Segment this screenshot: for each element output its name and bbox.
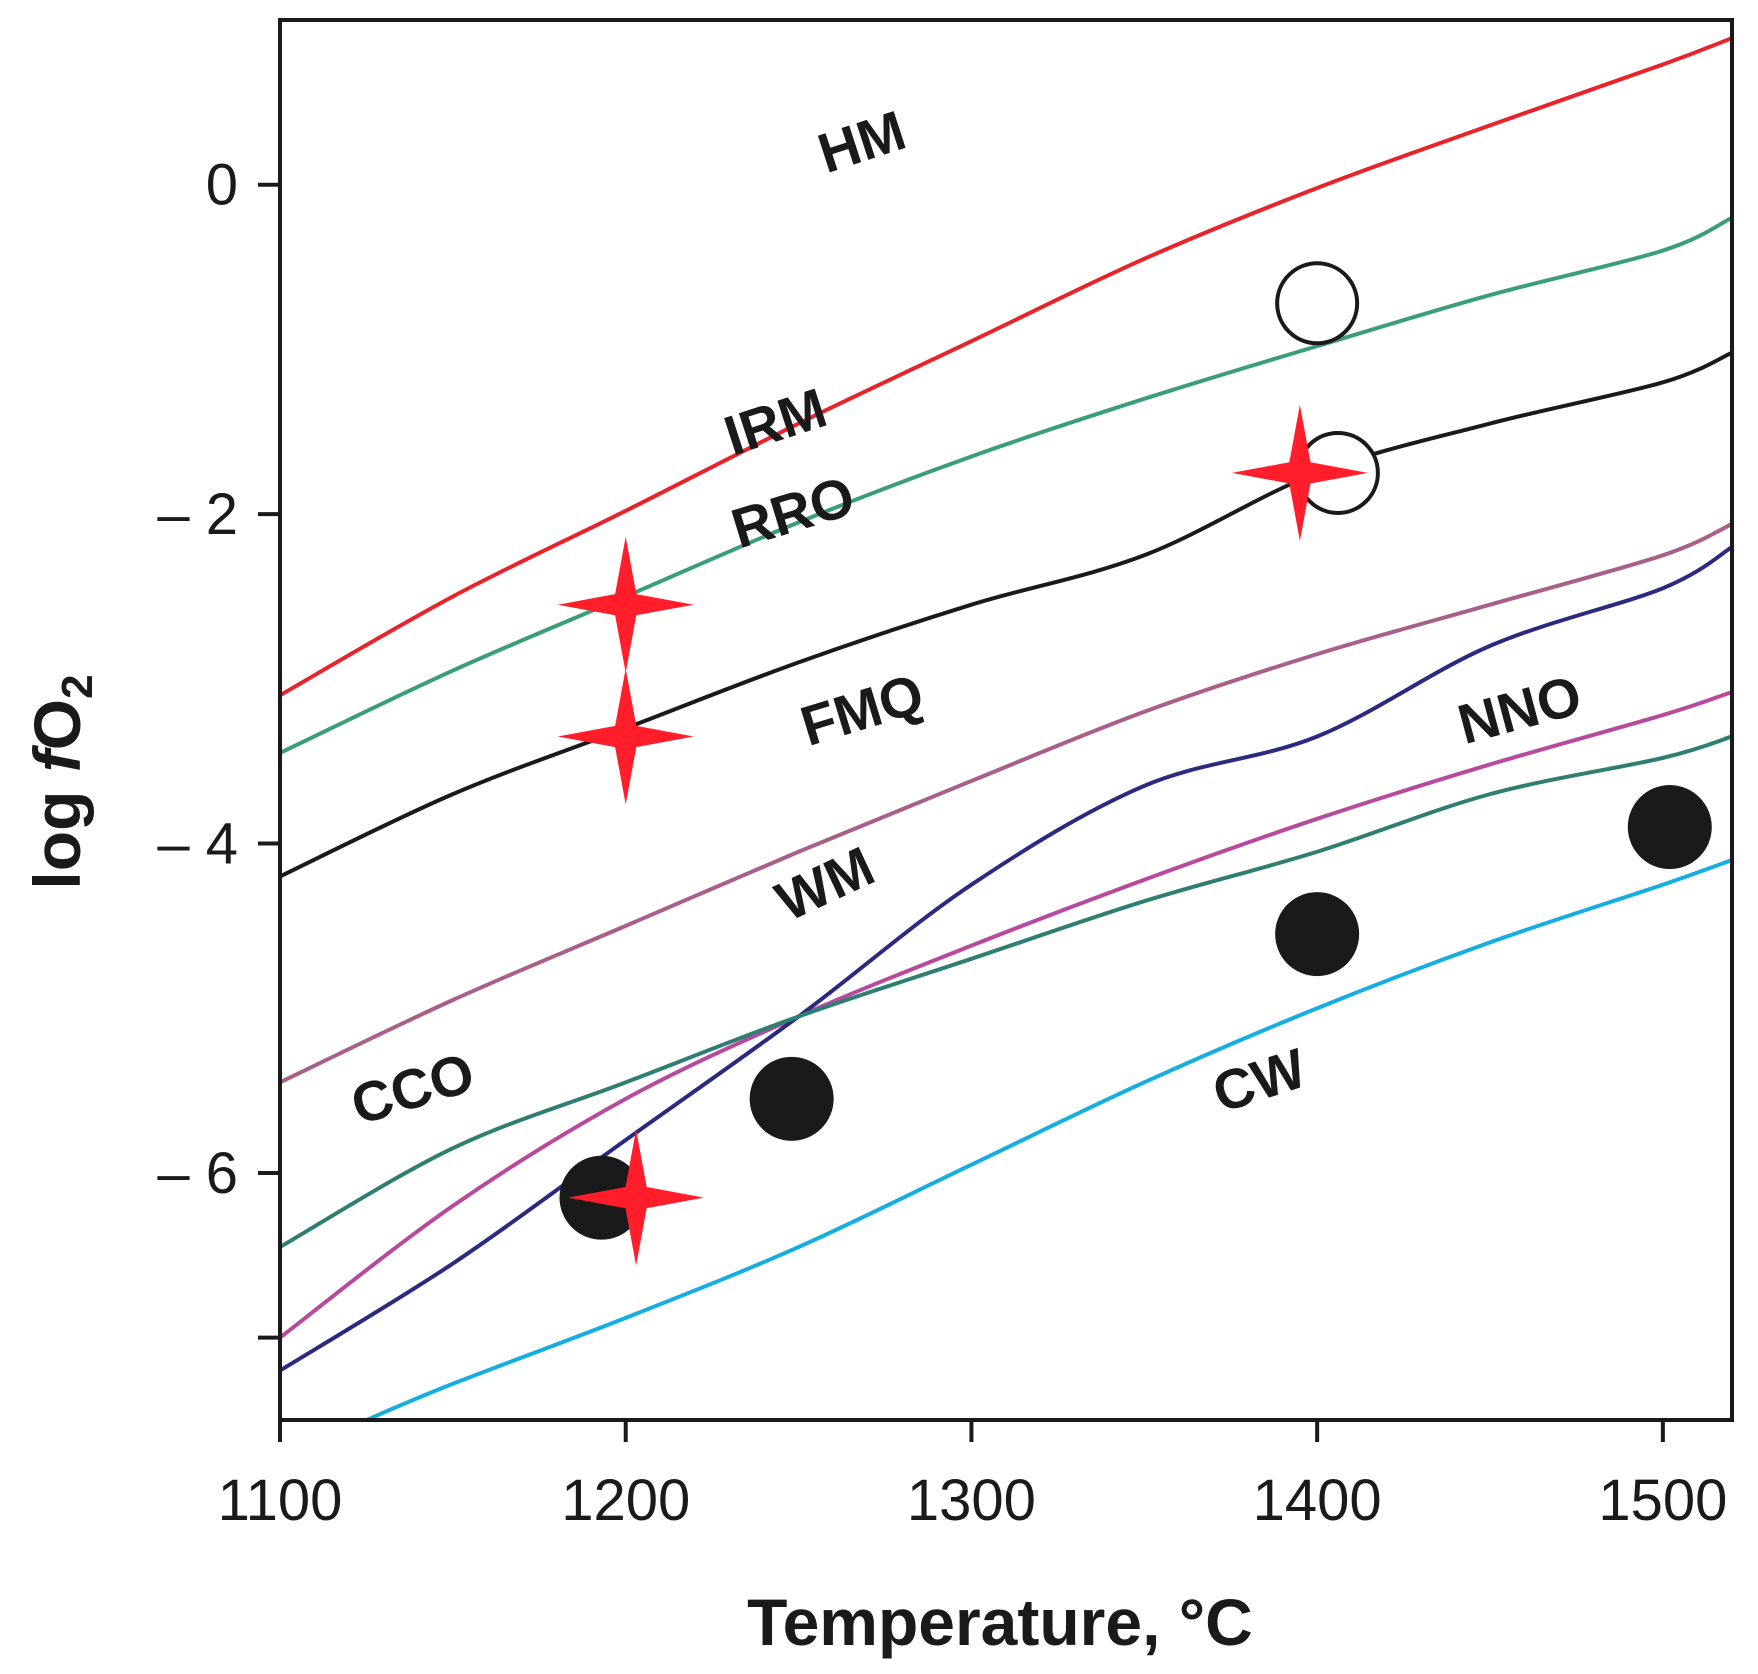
x-axis-title: Temperature, °C	[747, 1585, 1253, 1659]
series-line-irm	[280, 215, 1732, 755]
star-point	[1231, 404, 1368, 541]
open-circle-point	[1275, 261, 1360, 346]
y-axis-title-prefix: log	[20, 772, 94, 889]
x-tick-label: 1500	[1598, 1468, 1727, 1533]
series-line-fmq	[280, 522, 1732, 1085]
x-tick-label: 1200	[561, 1468, 690, 1533]
plot-frame	[278, 18, 1734, 1422]
star-point	[568, 1129, 705, 1266]
x-tick-label: 1300	[907, 1468, 1036, 1533]
filled-circle-point	[1275, 892, 1360, 977]
y-axis-title: log fO2	[20, 674, 102, 889]
y-tick-label: – 4	[157, 812, 238, 877]
x-tick-label: 1400	[1253, 1468, 1382, 1533]
filled-circle-point	[749, 1056, 834, 1141]
curve-label-fmq: FMQ	[793, 661, 930, 758]
curve-label-rro: RRO	[724, 464, 861, 561]
y-tick-label: – 2	[157, 482, 238, 547]
filled-circle-point	[1627, 785, 1712, 870]
series-line-cw	[365, 858, 1732, 1420]
curve-label-wm: WM	[766, 834, 883, 933]
y-tick-label: – 6	[157, 1141, 238, 1206]
series-line-hm	[280, 36, 1732, 698]
series-line-rro	[280, 350, 1732, 879]
series-line-nno	[280, 690, 1732, 1340]
star-point	[557, 668, 694, 805]
series-line-cco	[280, 734, 1732, 1249]
curve-label-cco: CCO	[344, 1040, 481, 1137]
star-point	[557, 536, 694, 673]
y-axis-title-o: O	[20, 699, 94, 750]
ticks-layer: 1100 1200 1300 1400 1500 0 – 2 – 4 – 6	[157, 153, 1727, 1533]
curves-layer	[280, 36, 1732, 1420]
y-tick-label: 0	[206, 153, 238, 218]
series-line-wm	[280, 545, 1732, 1373]
curve-label-hm: HM	[811, 98, 913, 185]
y-axis-title-subscript: 2	[53, 674, 102, 698]
markers-layer	[557, 261, 1712, 1266]
x-tick-label: 1100	[218, 1468, 343, 1533]
curve-label-irm: IRM	[717, 376, 834, 468]
